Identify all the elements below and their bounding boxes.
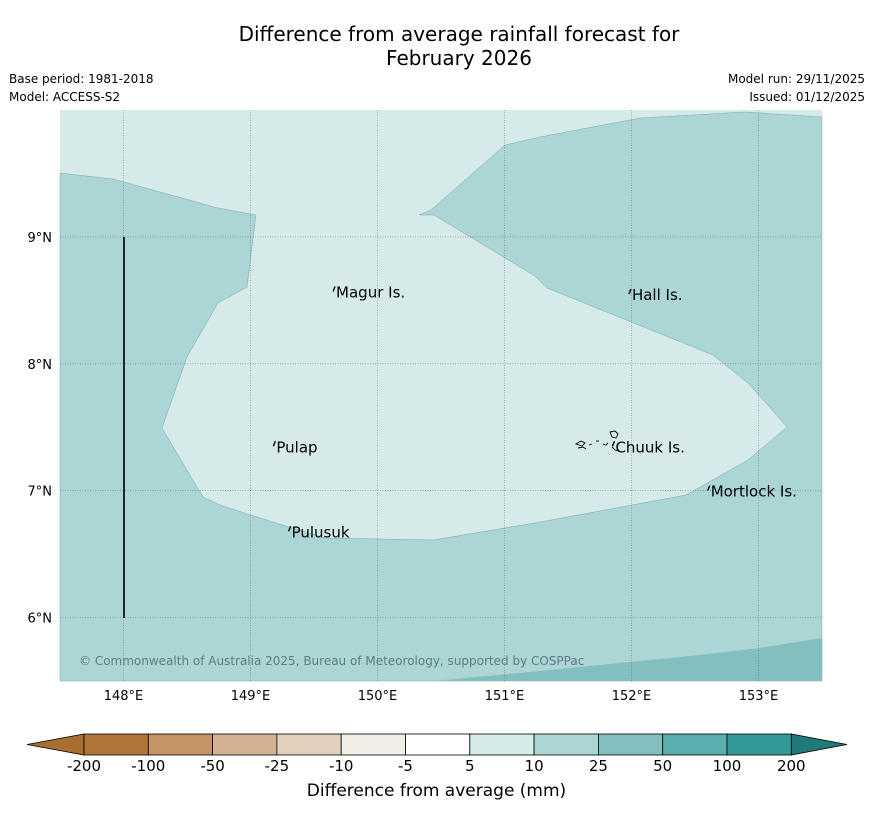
colorbar-segment xyxy=(212,733,278,756)
place-marker xyxy=(628,288,632,295)
meta-left: Base period: 1981-2018 Model: ACCESS-S2 xyxy=(9,70,154,106)
base-period: Base period: 1981-2018 xyxy=(9,72,154,86)
chart-title: Difference from average rainfall forecas… xyxy=(0,22,873,70)
colorbar-segment xyxy=(726,733,792,756)
place-markers: Magur Is. Hall Is. Pulap Chuuk Is. Mortlock … xyxy=(272,283,797,541)
colorbar-segment xyxy=(147,733,214,756)
colorbar-segment xyxy=(533,733,599,756)
meta-right: Model run: 29/11/2025 Issued: 01/12/2025 xyxy=(728,70,865,106)
chuuk-lagoon-islands xyxy=(574,430,619,452)
place-label: Hall Is. xyxy=(632,286,683,304)
place-label: Chuuk Is. xyxy=(615,438,684,456)
model-name: Model: ACCESS-S2 xyxy=(9,90,121,104)
colorbar-segment xyxy=(469,733,535,756)
colorbar-tick-label: 5 xyxy=(465,757,475,775)
colorbar-tick-label: -100 xyxy=(131,757,165,775)
lon-tick-label: 148°E xyxy=(104,689,144,704)
lat-tick-label: 7°N xyxy=(28,485,53,500)
place-label: Pulusuk xyxy=(292,523,350,541)
lat-tick-label: 8°N xyxy=(28,358,53,373)
colorbar-tick-label: 200 xyxy=(777,757,806,775)
colorbar-segment xyxy=(662,733,728,756)
axis-labels: 148°E 149°E 150°E 151°E 152°E 153°E 9°N 8°N 7°N 6… xyxy=(28,231,779,704)
colorbar-tick-label: -10 xyxy=(329,757,354,775)
place-marker xyxy=(287,526,292,532)
colorbar-segment xyxy=(598,733,664,756)
place-label: Mortlock Is. xyxy=(711,483,797,501)
place-label: Magur Is. xyxy=(336,283,405,301)
colorbar-extend-high xyxy=(790,733,848,756)
lat-tick-label: 6°N xyxy=(28,612,53,627)
copyright-notice: © Commonwealth of Australia 2025, Bureau… xyxy=(79,654,584,668)
lat-tick-label: 9°N xyxy=(28,231,53,246)
title-line-1: Difference from average rainfall forecas… xyxy=(238,22,680,46)
lon-tick-label: 152°E xyxy=(612,689,652,704)
colorbar-tick-label: 25 xyxy=(589,757,608,775)
colorbar-segment xyxy=(276,733,342,756)
place-label: Pulap xyxy=(276,438,317,456)
colorbar: -200 -100 -50 -25 -10 -5 5 10 25 50 100 200 xyxy=(26,733,848,775)
lon-tick-label: 150°E xyxy=(358,689,398,704)
lon-tick-label: 149°E xyxy=(231,689,271,704)
forecast-band-10-25-west xyxy=(59,111,823,682)
lon-tick-label: 151°E xyxy=(485,689,525,704)
colorbar-tick-label: 100 xyxy=(713,757,742,775)
colorbar-tick-label: -50 xyxy=(200,757,225,775)
place-marker xyxy=(332,286,336,292)
colorbar-extend-low xyxy=(26,733,85,756)
colorbar-tick-label: 50 xyxy=(653,757,672,775)
colorbar-tick-label: -25 xyxy=(265,757,290,775)
place-marker xyxy=(611,440,616,447)
gridlines xyxy=(60,110,822,681)
colorbar-tick-label: 10 xyxy=(525,757,544,775)
colorbar-segment xyxy=(340,733,406,756)
colorbar-segment xyxy=(83,733,149,756)
model-run: Model run: 29/11/2025 xyxy=(727,72,865,86)
forecast-band-25-50 xyxy=(433,638,822,681)
colorbar-label: Difference from average (mm) xyxy=(306,781,567,801)
place-marker xyxy=(272,440,277,447)
colorbar-segment xyxy=(405,733,471,756)
lon-tick-label: 153°E xyxy=(739,689,779,704)
issued-date: Issued: 01/12/2025 xyxy=(749,90,865,104)
colorbar-tick-label: -200 xyxy=(67,757,101,775)
title-line-2: February 2026 xyxy=(386,46,532,70)
colorbar-tick-label: -5 xyxy=(398,757,413,775)
place-marker xyxy=(707,485,711,491)
map-area: Magur Is. Hall Is. Pulap Chuuk Is. Mortlock … xyxy=(59,110,823,682)
